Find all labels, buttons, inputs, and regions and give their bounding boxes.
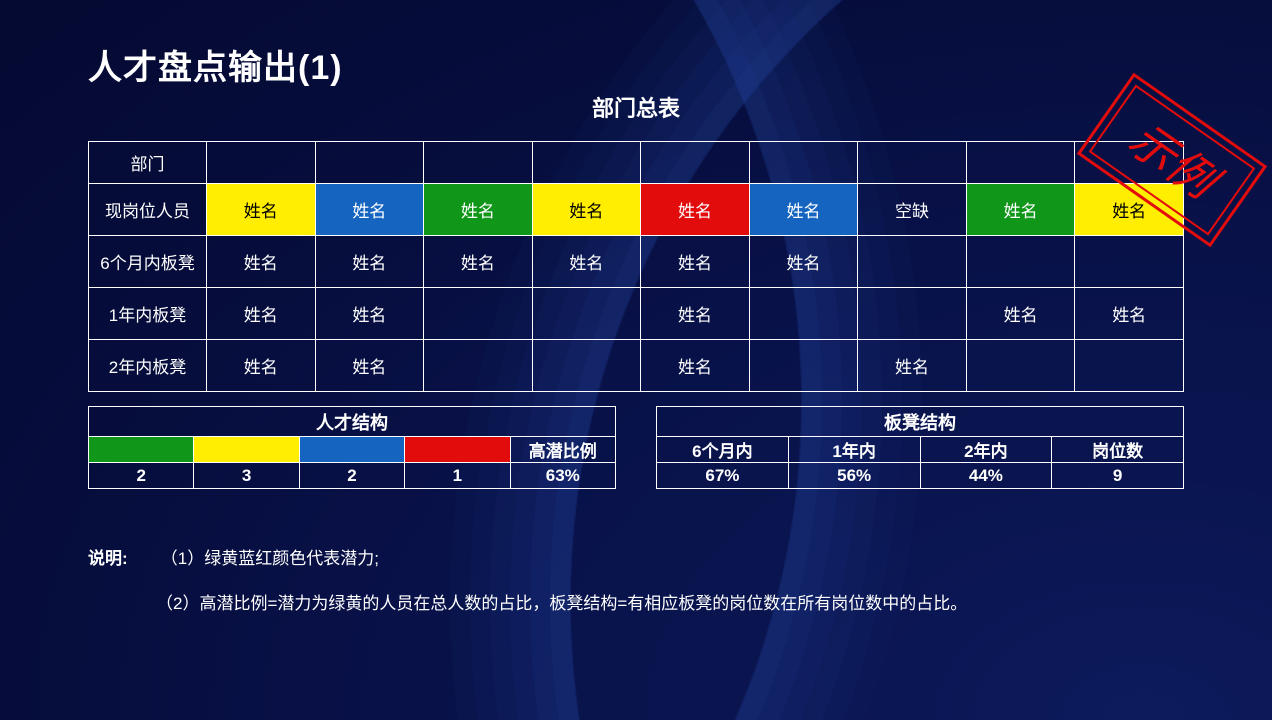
table-cell — [532, 288, 641, 340]
table-cell — [424, 288, 533, 340]
table-cell: 空缺 — [858, 184, 967, 236]
table-cell: 姓名 — [315, 340, 424, 392]
table-cell — [1075, 142, 1184, 184]
column-label: 岗位数 — [1052, 437, 1184, 463]
talent-structure-block: 人才结构高潜比例232163% — [88, 406, 616, 489]
notes-lead: 说明: — [88, 545, 156, 572]
value-cell: 2 — [299, 463, 404, 489]
table-cell: 姓名 — [207, 184, 316, 236]
main-table: 部门现岗位人员姓名姓名姓名姓名姓名姓名空缺姓名姓名6个月内板凳姓名姓名姓名姓名姓… — [88, 141, 1184, 392]
table-cell — [424, 142, 533, 184]
talent-structure-title: 人才结构 — [89, 407, 616, 437]
table-cell: 姓名 — [858, 340, 967, 392]
page-title: 人才盘点输出(1) — [88, 40, 1184, 89]
table-cell: 姓名 — [315, 288, 424, 340]
notes-text-1: （1）绿黄蓝红颜色代表潜力; — [161, 549, 379, 568]
table-cell: 姓名 — [641, 184, 750, 236]
table-cell — [966, 340, 1075, 392]
table-cell — [749, 288, 858, 340]
table-cell — [207, 142, 316, 184]
table-cell: 姓名 — [532, 236, 641, 288]
table-cell: 姓名 — [966, 288, 1075, 340]
color-swatch-yellow — [194, 437, 299, 463]
column-label: 2年内 — [920, 437, 1052, 463]
table-cell: 姓名 — [1075, 288, 1184, 340]
value-cell: 67% — [657, 463, 789, 489]
table-cell — [966, 142, 1075, 184]
value-cell: 3 — [194, 463, 299, 489]
table-cell: 姓名 — [641, 236, 750, 288]
table-cell: 姓名 — [424, 236, 533, 288]
subtitle-wrap: 部门总表 — [88, 91, 1184, 123]
table-title: 部门总表 — [592, 91, 680, 123]
table-cell: 姓名 — [749, 236, 858, 288]
color-swatch-red — [405, 437, 510, 463]
table-row: 部门 — [89, 142, 1184, 184]
bench-structure-title: 板凳结构 — [657, 407, 1184, 437]
column-label: 1年内 — [788, 437, 920, 463]
notes: 说明: （1）绿黄蓝红颜色代表潜力; （2）高潜比例=潜力为绿黄的人员在总人数的… — [88, 545, 1184, 617]
row-label: 部门 — [89, 142, 207, 184]
table-row: 现岗位人员姓名姓名姓名姓名姓名姓名空缺姓名姓名 — [89, 184, 1184, 236]
value-cell: 2 — [89, 463, 194, 489]
table-cell: 姓名 — [966, 184, 1075, 236]
row-label: 6个月内板凳 — [89, 236, 207, 288]
value-cell: 56% — [788, 463, 920, 489]
summary-row: 人才结构高潜比例232163% 板凳结构6个月内1年内2年内岗位数67%56%4… — [88, 406, 1184, 489]
slide: 人才盘点输出(1) 部门总表 部门现岗位人员姓名姓名姓名姓名姓名姓名空缺姓名姓名… — [0, 0, 1272, 720]
value-cell: 9 — [1052, 463, 1184, 489]
value-cell: 44% — [920, 463, 1052, 489]
row-label: 1年内板凳 — [89, 288, 207, 340]
table-cell — [532, 340, 641, 392]
table-cell: 姓名 — [532, 184, 641, 236]
table-cell: 姓名 — [207, 288, 316, 340]
table-cell — [1075, 236, 1184, 288]
bench-structure-block: 板凳结构6个月内1年内2年内岗位数 67%56%44%9 — [656, 406, 1184, 489]
notes-line-2: （2）高潜比例=潜力为绿黄的人员在总人数的占比，板凳结构=有相应板凳的岗位数在所… — [88, 590, 1184, 617]
table-cell — [966, 236, 1075, 288]
bench-structure-table: 板凳结构6个月内1年内2年内岗位数 67%56%44%9 — [656, 406, 1184, 489]
table-cell: 姓名 — [207, 340, 316, 392]
talent-structure-table: 人才结构高潜比例232163% — [88, 406, 616, 489]
table-cell — [749, 340, 858, 392]
value-cell: 1 — [405, 463, 510, 489]
table-cell: 姓名 — [315, 184, 424, 236]
column-label: 高潜比例 — [510, 437, 615, 463]
value-cell: 63% — [510, 463, 615, 489]
table-cell — [858, 142, 967, 184]
color-swatch-green — [89, 437, 194, 463]
row-label: 2年内板凳 — [89, 340, 207, 392]
table-cell — [532, 142, 641, 184]
table-cell: 姓名 — [315, 236, 424, 288]
table-cell: 姓名 — [1075, 184, 1184, 236]
table-row: 1年内板凳姓名姓名姓名姓名姓名 — [89, 288, 1184, 340]
table-cell: 姓名 — [641, 288, 750, 340]
row-label: 现岗位人员 — [89, 184, 207, 236]
table-cell — [749, 142, 858, 184]
notes-text-2: （2）高潜比例=潜力为绿黄的人员在总人数的占比，板凳结构=有相应板凳的岗位数在所… — [156, 594, 967, 613]
table-row: 2年内板凳姓名姓名姓名姓名 — [89, 340, 1184, 392]
table-cell: 姓名 — [749, 184, 858, 236]
table-cell — [858, 236, 967, 288]
table-row: 6个月内板凳姓名姓名姓名姓名姓名姓名 — [89, 236, 1184, 288]
table-cell — [1075, 340, 1184, 392]
table-cell — [641, 142, 750, 184]
table-cell — [315, 142, 424, 184]
table-cell — [858, 288, 967, 340]
notes-line-1: 说明: （1）绿黄蓝红颜色代表潜力; — [88, 545, 1184, 572]
column-label: 6个月内 — [657, 437, 789, 463]
table-cell: 姓名 — [641, 340, 750, 392]
color-swatch-blue — [299, 437, 404, 463]
table-cell: 姓名 — [207, 236, 316, 288]
table-cell — [424, 340, 533, 392]
table-cell: 姓名 — [424, 184, 533, 236]
